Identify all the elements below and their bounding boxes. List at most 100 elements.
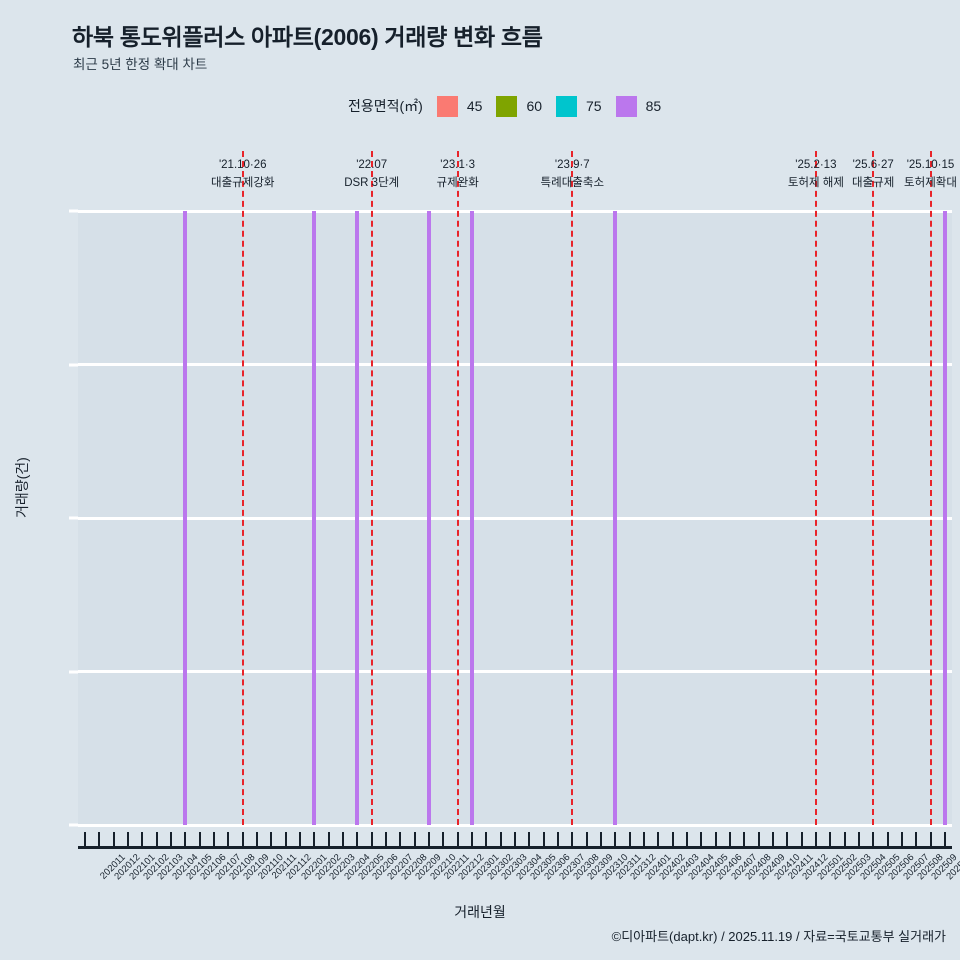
x-tick-mark (155, 832, 158, 846)
x-tick-mark (385, 832, 388, 846)
event-date: '25.10·15 (906, 159, 955, 171)
x-tick-mark (284, 832, 287, 846)
chart-subtitle: 최근 5년 한정 확대 차트 (73, 57, 208, 72)
legend-item-85[interactable]: 85 (615, 95, 662, 117)
x-tick-mark (757, 832, 760, 846)
x-tick-mark (585, 832, 588, 846)
x-tick-mark (642, 832, 645, 846)
x-tick-mark (184, 832, 187, 846)
x-tick-mark (829, 832, 832, 846)
event-line-6 (929, 151, 932, 825)
x-tick-mark (327, 832, 330, 846)
x-tick-mark (599, 832, 602, 846)
series-bar-85 (942, 211, 947, 825)
x-tick-mark (614, 832, 617, 846)
event-date: '22.07 (356, 159, 388, 171)
gridline (78, 670, 952, 673)
event-date: '21.10·26 (218, 159, 267, 171)
event-date: '23.9·7 (554, 159, 590, 171)
x-tick-mark (227, 832, 230, 846)
event-annotation-4: '25.2·13 토허제 해제 (788, 157, 844, 193)
x-tick-mark (700, 832, 703, 846)
footer-credit: ©디아파트(dapt.kr) / 2025.11.19 / 자료=국토교통부 실… (611, 929, 946, 944)
x-axis-line (78, 846, 952, 849)
event-line-3 (571, 151, 574, 825)
legend-label-85: 85 (645, 98, 662, 114)
series-bar-85 (355, 211, 360, 825)
x-tick-mark (399, 832, 402, 846)
legend-item-45[interactable]: 45 (436, 95, 482, 117)
y-tick-mark (69, 516, 78, 520)
x-tick-mark (915, 832, 918, 846)
x-tick-mark (170, 832, 173, 846)
y-tick-mark (69, 209, 78, 213)
x-tick-mark (857, 832, 860, 846)
y-tick-mark (69, 670, 78, 673)
page-title: 하북 통도위플러스 아파트(2006) 거래량 변화 흐름 (72, 24, 543, 50)
event-name: DSR 3단계 (344, 176, 400, 189)
legend-swatch-60 (496, 95, 518, 117)
event-annotation-2: '23.1·3 규제완화 (437, 157, 479, 193)
event-line-4 (814, 151, 817, 825)
legend-item-60[interactable]: 60 (496, 95, 542, 117)
legend-item-75[interactable]: 75 (556, 95, 602, 117)
x-tick-mark (84, 832, 87, 846)
x-tick-mark (485, 832, 488, 846)
gridline (78, 363, 952, 366)
event-annotation-0: '21.10·26 대출규제강화 (211, 157, 274, 193)
x-tick-mark (514, 832, 516, 846)
x-tick-mark (98, 832, 101, 846)
x-tick-mark (786, 832, 789, 846)
x-tick-mark (456, 832, 459, 846)
x-tick-mark (900, 832, 903, 846)
legend-items: 45 60 75 85 (436, 95, 675, 117)
x-tick-mark (356, 832, 359, 846)
x-tick-mark (299, 832, 302, 846)
series-bar-85 (183, 211, 188, 825)
legend-label-75: 75 (586, 98, 602, 114)
x-tick-mark (843, 832, 846, 846)
x-tick-mark (127, 832, 130, 846)
x-tick-mark (542, 832, 545, 846)
event-line-2 (456, 151, 459, 825)
x-tick-mark (628, 832, 631, 846)
x-tick-mark (728, 832, 731, 846)
event-name: 토허제 해제 (787, 176, 844, 189)
x-tick-mark (270, 832, 273, 846)
x-tick-mark (872, 832, 875, 846)
x-tick-mark (141, 832, 144, 846)
event-name: 대출규제 (852, 176, 895, 189)
x-tick-mark (112, 832, 115, 846)
x-tick-mark (814, 832, 817, 846)
legend-swatch-75 (556, 95, 578, 117)
x-tick-mark (743, 832, 746, 846)
gridline (78, 516, 952, 520)
x-tick-mark (213, 832, 216, 846)
x-axis-label: 거래년월 (454, 904, 506, 920)
event-date: '23.1·3 (440, 159, 476, 171)
series-bar-85 (470, 211, 475, 825)
series-bar-85 (613, 211, 618, 825)
event-line-1 (370, 151, 373, 825)
event-annotation-6: '25.10·15 토허제확대 (904, 157, 957, 193)
x-tick-mark (428, 832, 431, 846)
x-tick-mark (241, 832, 244, 846)
legend: 전용면적(㎡) 45 60 75 85 (348, 94, 675, 118)
legend-swatch-85 (615, 95, 637, 117)
x-tick-mark (571, 832, 574, 846)
event-name: 특례대출축소 (540, 176, 605, 189)
x-tick-mark (771, 832, 774, 846)
x-tick-mark (198, 832, 201, 846)
x-tick-mark (943, 832, 946, 846)
legend-swatch-45 (436, 95, 458, 117)
event-name: 대출규제강화 (211, 176, 275, 189)
x-tick-mark (342, 832, 345, 846)
event-name: 토허제확대 (904, 176, 957, 189)
y-axis-label: 거래량(건) (14, 457, 30, 518)
x-tick-mark (442, 832, 445, 846)
series-bar-85 (427, 211, 432, 825)
x-tick-mark (528, 832, 531, 846)
legend-title: 전용면적(㎡) (348, 98, 423, 114)
gridline (78, 209, 952, 213)
y-tick-mark (69, 363, 78, 366)
